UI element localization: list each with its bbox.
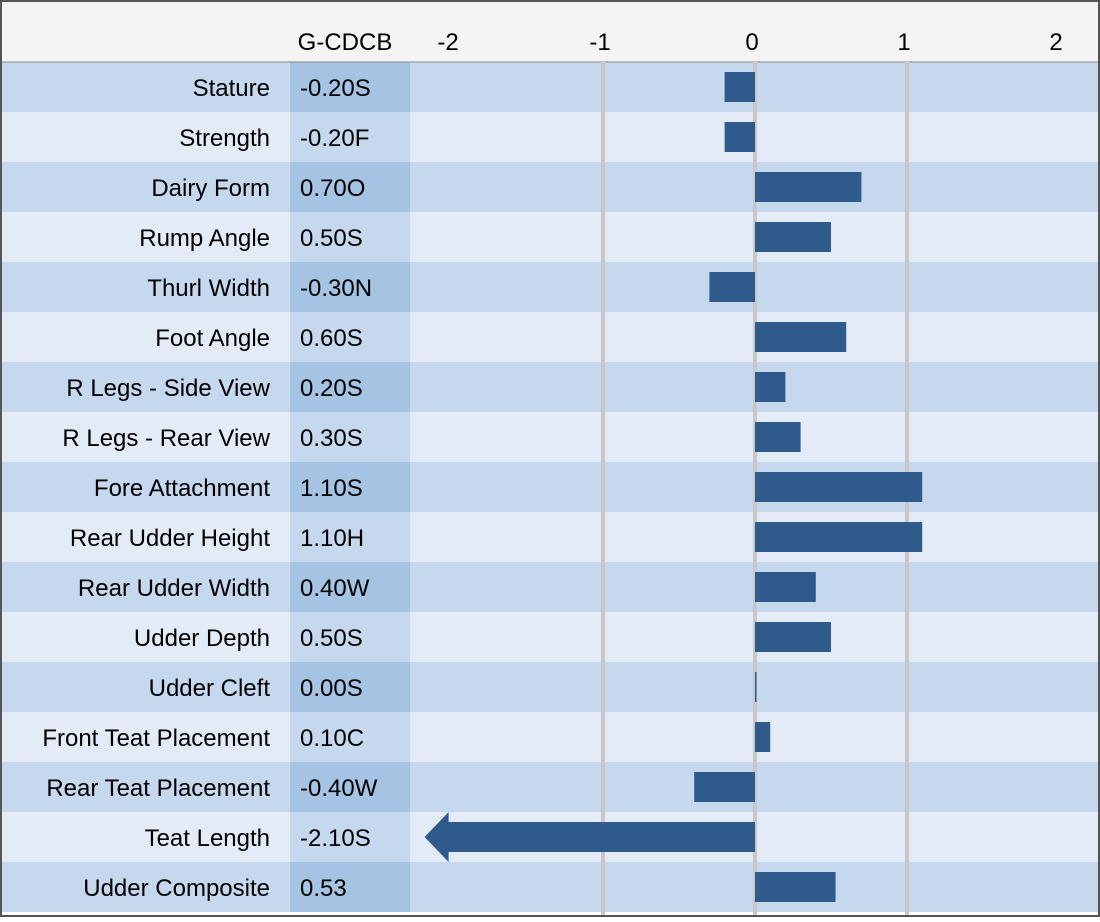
bar bbox=[724, 72, 755, 102]
bar bbox=[755, 472, 923, 502]
value-cell bbox=[290, 662, 410, 712]
x-tick-label: 2 bbox=[1049, 29, 1062, 56]
row-band bbox=[0, 562, 1100, 612]
x-tick-label: -2 bbox=[437, 29, 458, 56]
value-column-header: G-CDCB bbox=[298, 29, 393, 56]
row-band bbox=[0, 112, 1100, 162]
value-label: 1.10H bbox=[300, 525, 364, 552]
value-cell bbox=[290, 462, 410, 512]
row-band bbox=[0, 662, 1100, 712]
category-label: Stature bbox=[193, 75, 270, 102]
category-label: Teat Length bbox=[145, 825, 270, 852]
row-band bbox=[0, 262, 1100, 312]
bar bbox=[755, 672, 757, 702]
category-label: R Legs - Side View bbox=[66, 375, 270, 402]
row-band bbox=[0, 412, 1100, 462]
value-cell bbox=[290, 762, 410, 812]
value-cell bbox=[290, 262, 410, 312]
row-band bbox=[0, 362, 1100, 412]
bar bbox=[755, 372, 786, 402]
category-label: Rear Teat Placement bbox=[46, 775, 270, 802]
value-cell bbox=[290, 212, 410, 262]
row-band bbox=[0, 312, 1100, 362]
value-label: -2.10S bbox=[300, 825, 371, 852]
bar bbox=[755, 422, 801, 452]
category-label: Foot Angle bbox=[155, 325, 270, 352]
category-label: Front Teat Placement bbox=[42, 725, 270, 752]
value-cell bbox=[290, 62, 410, 112]
value-label: 0.40W bbox=[300, 575, 370, 602]
value-label: -0.20F bbox=[300, 125, 369, 152]
category-label: Rear Udder Height bbox=[70, 525, 270, 552]
value-cell bbox=[290, 412, 410, 462]
value-cell bbox=[290, 312, 410, 362]
row-band bbox=[0, 612, 1100, 662]
x-tick-label: -1 bbox=[589, 29, 610, 56]
value-cell bbox=[290, 612, 410, 662]
value-label: -0.20S bbox=[300, 75, 371, 102]
value-cell bbox=[290, 562, 410, 612]
bar bbox=[755, 222, 831, 252]
value-label: 0.50S bbox=[300, 625, 363, 652]
category-label: Thurl Width bbox=[147, 275, 270, 302]
bar bbox=[709, 272, 755, 302]
x-tick-label: 1 bbox=[897, 29, 910, 56]
bar bbox=[755, 872, 836, 902]
row-band bbox=[0, 762, 1100, 812]
value-label: 0.20S bbox=[300, 375, 363, 402]
value-label: 0.53 bbox=[300, 875, 347, 902]
value-label: 0.10C bbox=[300, 725, 364, 752]
bar bbox=[755, 722, 771, 752]
bar bbox=[755, 622, 831, 652]
bar bbox=[694, 772, 755, 802]
category-label: R Legs - Rear View bbox=[62, 425, 270, 452]
bar-arrow bbox=[424, 812, 755, 862]
value-cell bbox=[290, 862, 410, 912]
value-cell bbox=[290, 712, 410, 762]
value-cell bbox=[290, 112, 410, 162]
value-cell bbox=[290, 162, 410, 212]
bar bbox=[755, 172, 862, 202]
category-label: Udder Cleft bbox=[149, 675, 271, 702]
row-band bbox=[0, 162, 1100, 212]
bar bbox=[755, 322, 847, 352]
bar bbox=[724, 122, 755, 152]
value-label: 1.10S bbox=[300, 475, 363, 502]
value-label: -0.30N bbox=[300, 275, 372, 302]
category-label: Dairy Form bbox=[151, 175, 270, 202]
bar bbox=[755, 522, 923, 552]
row-band bbox=[0, 862, 1100, 912]
bar bbox=[755, 572, 816, 602]
category-label: Rear Udder Width bbox=[78, 575, 270, 602]
value-label: 0.00S bbox=[300, 675, 363, 702]
value-label: 0.30S bbox=[300, 425, 363, 452]
category-label: Strength bbox=[179, 125, 270, 152]
row-band bbox=[0, 62, 1100, 112]
category-label: Fore Attachment bbox=[94, 475, 270, 502]
x-tick-label: 0 bbox=[745, 29, 758, 56]
value-label: 0.70O bbox=[300, 175, 365, 202]
row-band bbox=[0, 712, 1100, 762]
value-cell bbox=[290, 812, 410, 862]
category-label: Rump Angle bbox=[139, 225, 270, 252]
value-label: 0.60S bbox=[300, 325, 363, 352]
value-label: -0.40W bbox=[300, 775, 378, 802]
value-label: 0.50S bbox=[300, 225, 363, 252]
category-label: Udder Depth bbox=[134, 625, 270, 652]
category-label: Udder Composite bbox=[83, 875, 270, 902]
header-background bbox=[0, 0, 1100, 62]
value-cell bbox=[290, 362, 410, 412]
value-cell bbox=[290, 512, 410, 562]
row-band bbox=[0, 212, 1100, 262]
